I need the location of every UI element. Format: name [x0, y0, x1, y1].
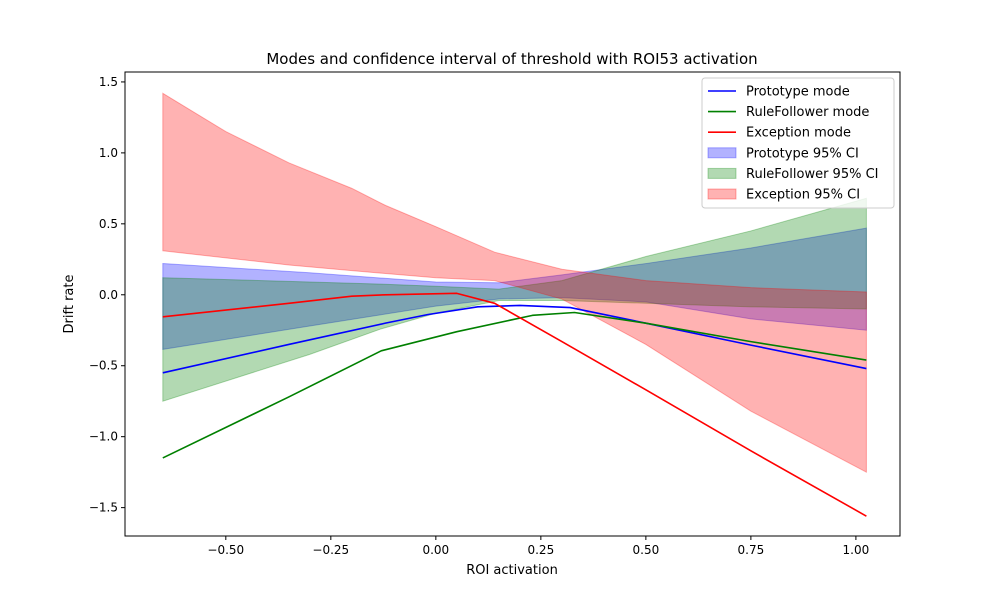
rulefollower-95-ci-band — [162, 197, 867, 402]
exception-95-ci-band — [162, 92, 867, 473]
y-axis-label: Drift rate — [62, 275, 77, 334]
x-tick-label: −0.50 — [207, 543, 244, 557]
chart-title: Modes and confidence interval of thresho… — [266, 50, 757, 68]
x-tick-label: −0.25 — [312, 543, 349, 557]
rulefollower-mode-line — [162, 311, 867, 459]
y-tick-label: 0.0 — [99, 288, 118, 302]
prototype-95-ci-legend-swatch — [707, 147, 737, 159]
y-tick-label: −0.5 — [89, 359, 118, 373]
exception-mode-legend-label: Exception mode — [746, 126, 851, 141]
confidence-bands — [162, 92, 867, 473]
rulefollower-mode-legend-label: RuleFollower mode — [746, 105, 869, 120]
x-tick-label: 0.25 — [527, 543, 554, 557]
x-tick-label: 0.00 — [422, 543, 449, 557]
rulefollower-95-ci-legend-swatch — [707, 167, 737, 179]
exception-95-ci-legend-swatch — [707, 188, 737, 200]
y-tick-label: −1.5 — [89, 501, 118, 515]
y-tick-label: 1.0 — [99, 146, 118, 160]
plot-frame — [124, 71, 901, 537]
x-tick-label: 0.75 — [738, 543, 765, 557]
legend-box — [701, 77, 895, 209]
prototype-mode-legend-label: Prototype mode — [746, 85, 850, 100]
mode-lines — [162, 292, 867, 517]
y-tick-label: 1.5 — [99, 75, 118, 89]
rulefollower-95-ci-legend-label: RuleFollower 95% CI — [746, 167, 879, 182]
exception-95-ci-legend-label: Exception 95% CI — [746, 188, 860, 203]
prototype-95-ci-legend-label: Prototype 95% CI — [746, 146, 859, 161]
y-tick-label: 0.5 — [99, 217, 118, 231]
exception-mode-line — [162, 292, 867, 517]
y-axis-ticks: −1.5 −1.0 −0.5 0.0 0.5 1.0 1.5 — [89, 75, 125, 515]
x-axis-ticks: −0.50 −0.25 0.00 0.25 0.50 0.75 1.00 — [207, 536, 869, 557]
x-axis-label: ROI activation — [466, 563, 558, 578]
y-tick-label: −1.0 — [89, 430, 118, 444]
prototype-95-ci-band — [162, 227, 867, 350]
legend: Prototype mode RuleFollower mode Exception… — [701, 77, 895, 209]
x-tick-label: 1.00 — [843, 543, 870, 557]
x-tick-label: 0.50 — [633, 543, 660, 557]
